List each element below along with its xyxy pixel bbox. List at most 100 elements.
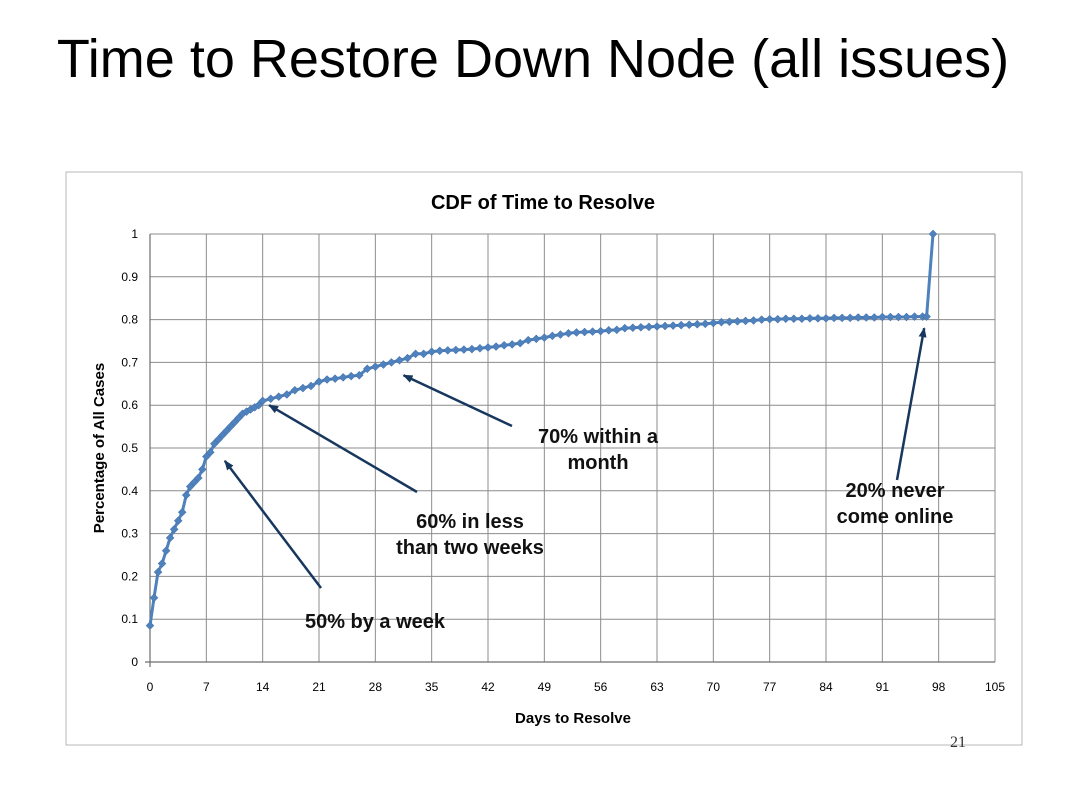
- data-point-111: [922, 312, 931, 321]
- data-point-77: [652, 322, 662, 331]
- data-point-72: [612, 325, 622, 335]
- data-point-53: [459, 345, 469, 354]
- data-point-37: [330, 374, 340, 384]
- data-point-54: [467, 344, 477, 354]
- data-point-64: [548, 331, 557, 341]
- y-tick-label-10: 1: [131, 227, 138, 241]
- data-point-65: [556, 330, 565, 339]
- x-tick-label-4: 28: [369, 680, 383, 694]
- data-point-29: [266, 394, 276, 404]
- data-point-93: [781, 314, 791, 324]
- data-point-74: [628, 323, 638, 333]
- x-tick-label-7: 49: [538, 680, 552, 694]
- y-tick-label-7: 0.7: [121, 355, 138, 369]
- y-axis-label: Percentage of All Cases: [91, 363, 108, 533]
- data-point-3: [157, 559, 167, 568]
- data-point-70: [596, 326, 606, 336]
- series-line: [145, 229, 938, 630]
- data-point-61: [523, 335, 533, 345]
- x-tick-label-9: 63: [650, 680, 664, 694]
- data-point-13: [197, 465, 207, 474]
- data-point-49: [427, 347, 437, 357]
- data-point-78: [660, 321, 670, 331]
- data-point-32: [290, 385, 300, 395]
- annotation-text-2-1: month: [567, 452, 628, 474]
- data-point-9: [181, 490, 191, 500]
- x-tick-label-5: 35: [425, 680, 439, 694]
- annotation-text-0-0: 50% by a week: [305, 611, 446, 633]
- data-point-55: [475, 343, 485, 353]
- x-tick-label-11: 77: [763, 680, 777, 694]
- data-point-5: [165, 533, 175, 543]
- data-point-71: [604, 325, 614, 335]
- data-point-104: [869, 313, 879, 322]
- annotation-text-1-1: than two weeks: [396, 537, 544, 559]
- data-point-98: [821, 313, 831, 323]
- y-tick-label-2: 0.2: [121, 569, 138, 583]
- data-point-109: [910, 312, 919, 321]
- data-point-103: [861, 313, 871, 322]
- data-point-4: [161, 546, 171, 556]
- data-point-35: [314, 377, 324, 387]
- data-point-107: [894, 312, 903, 322]
- data-point-108: [902, 312, 911, 322]
- data-point-50: [435, 346, 445, 356]
- data-point-96: [805, 313, 815, 323]
- data-point-58: [499, 340, 509, 350]
- data-point-67: [572, 328, 581, 337]
- x-axis-label: Days to Resolve: [515, 710, 631, 727]
- data-point-90: [757, 315, 766, 324]
- data-point-33: [298, 383, 308, 393]
- data-point-99: [829, 313, 839, 323]
- data-point-34: [306, 381, 316, 391]
- grid-lines: [145, 233, 996, 667]
- data-point-38: [338, 373, 348, 382]
- y-tick-label-8: 0.8: [121, 313, 138, 327]
- data-point-15: [206, 447, 215, 457]
- x-tick-label-14: 98: [932, 680, 946, 694]
- data-point-89: [749, 316, 758, 325]
- data-point-28: [258, 396, 268, 406]
- data-point-46: [403, 353, 412, 363]
- data-point-47: [411, 349, 420, 359]
- data-point-83: [700, 319, 710, 329]
- data-point-81: [684, 320, 694, 330]
- data-point-1: [149, 593, 159, 603]
- data-point-45: [395, 355, 404, 365]
- y-tick-label-9: 0.9: [121, 270, 138, 284]
- chart-title: CDF of Time to Resolve: [431, 192, 655, 214]
- slide-title: Time to Restore Down Node (all issues): [56, 29, 1010, 89]
- annotation-arrow-3: [895, 327, 927, 481]
- data-point-105: [877, 312, 887, 322]
- data-point-82: [692, 319, 702, 329]
- data-point-41: [362, 364, 372, 374]
- data-point-62: [531, 334, 541, 344]
- data-point-75: [636, 322, 646, 332]
- data-point-51: [443, 346, 453, 355]
- y-tick-label-1: 0.1: [121, 612, 138, 626]
- x-tick-label-2: 14: [256, 680, 270, 694]
- data-point-68: [580, 327, 589, 337]
- data-point-95: [797, 314, 807, 324]
- tick-labels: 0 7 14 21 28 35 42 49 56 63 70 77 84 91 98 105 0 0.1 0.2 0.…: [121, 227, 1005, 694]
- data-point-31: [282, 390, 292, 399]
- data-point-80: [676, 320, 686, 330]
- annotations: 50% by a week 60% in less than two weeks 70…: [223, 327, 953, 633]
- data-point-12: [193, 473, 203, 483]
- data-point-84: [708, 318, 718, 328]
- x-tick-label-3: 21: [312, 680, 326, 694]
- data-point-97: [813, 313, 823, 323]
- x-tick-label-6: 42: [481, 680, 495, 694]
- data-point-44: [387, 358, 396, 367]
- data-point-36: [322, 375, 332, 384]
- data-point-52: [451, 345, 461, 355]
- data-point-30: [274, 392, 284, 401]
- data-point-76: [644, 322, 654, 332]
- x-tick-label-10: 70: [707, 680, 721, 694]
- data-point-73: [620, 323, 630, 333]
- data-point-87: [733, 316, 742, 326]
- x-tick-label-13: 91: [876, 680, 890, 694]
- data-point-48: [419, 349, 428, 359]
- data-point-100: [837, 313, 847, 323]
- y-tick-label-4: 0.4: [121, 484, 138, 498]
